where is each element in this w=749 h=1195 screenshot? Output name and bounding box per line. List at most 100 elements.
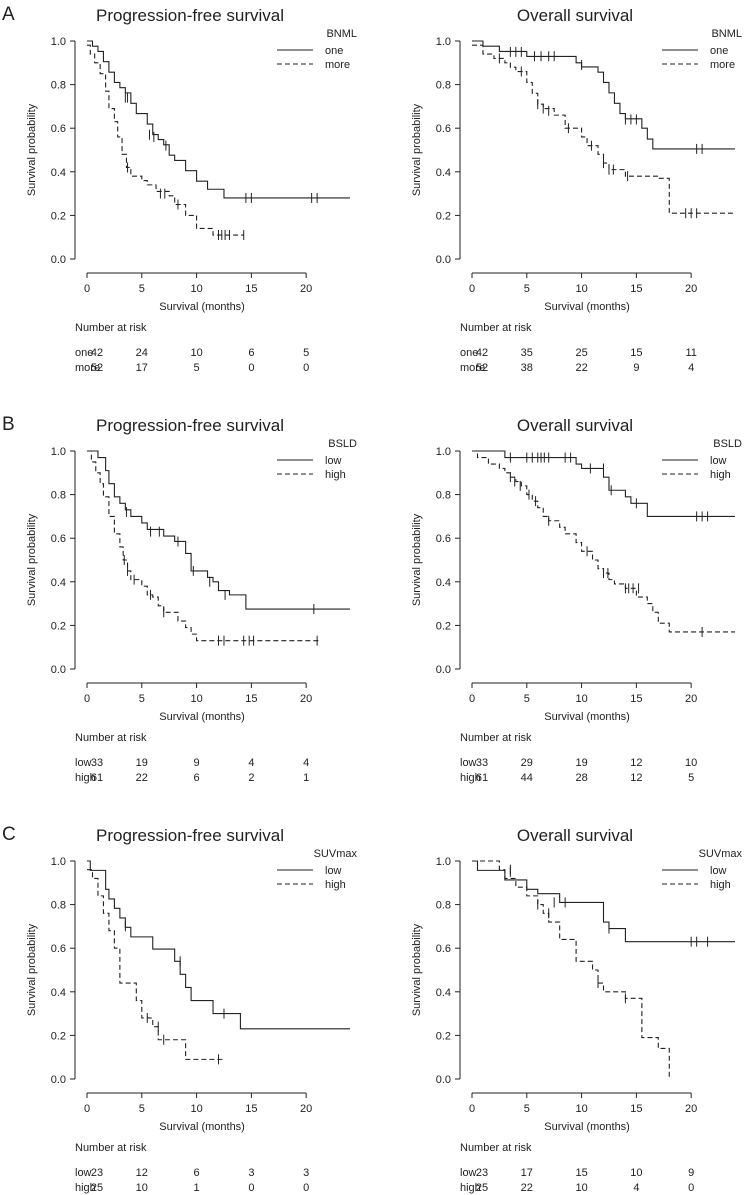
risk-count: 5 [688,772,694,784]
risk-count: 44 [521,772,533,784]
plot-title: Progression-free survival [96,416,284,435]
risk-count: 38 [521,362,533,374]
y-tick-label: 0.4 [436,167,451,179]
legend-title: BNML [711,28,742,40]
risk-count: 0 [688,1182,694,1194]
km-plot: Overall survival 0.0 0.2 0.4 0.6 0.8 1.0 Surviv… [411,6,742,374]
km-curve-more [87,44,244,236]
legend-label-high: high [325,469,346,481]
risk-row-label: high [460,1182,481,1194]
risk-count: 1 [194,1182,200,1194]
risk-count: 24 [136,347,148,359]
panel-letter: A [2,4,15,25]
risk-row-label: more [75,362,100,374]
y-tick-label: 0.4 [51,577,66,589]
risk-count: 10 [630,1167,642,1179]
x-tick-label: 20 [300,1103,312,1115]
risk-count: 29 [521,757,533,769]
x-tick-label: 10 [575,283,587,295]
x-tick-label: 15 [630,1103,642,1115]
risk-count: 3 [303,1167,309,1179]
km-curve-high [472,860,670,1079]
risk-count: 15 [575,1167,587,1179]
x-tick-label: 10 [190,283,202,295]
risk-count: 12 [630,757,642,769]
y-tick-label: 0.2 [51,620,66,632]
risk-count: 12 [630,772,642,784]
y-tick-label: 0.2 [51,1030,66,1042]
legend-label-more: more [710,59,735,71]
legend-label-high: high [710,469,731,481]
y-tick-label: 0.8 [436,490,451,502]
risk-count: 4 [248,757,254,769]
x-axis-label: Survival (months) [159,301,245,313]
risk-count: 6 [248,347,254,359]
km-curve-low [87,860,350,1030]
risk-count: 25 [476,1182,488,1194]
y-axis-label: Survival probability [411,923,423,1016]
y-axis-label: Survival probability [411,103,423,196]
y-tick-label: 0.2 [51,210,66,222]
risk-row-label: low [75,1167,92,1179]
km-curve-more [472,44,735,214]
risk-row-label: low [460,757,477,769]
y-tick-label: 0.2 [436,1030,451,1042]
y-tick-label: 0.6 [51,943,66,955]
x-tick-label: 20 [685,283,697,295]
risk-row-label: high [75,1182,96,1194]
risk-count: 22 [136,772,148,784]
y-tick-label: 0.6 [436,943,451,955]
risk-row-label: high [460,772,481,784]
risk-count: 6 [194,772,200,784]
y-tick-label: 1.0 [51,36,66,48]
km-plot: Progression-free survival 0.0 0.2 0.4 0.6 0.8… [26,6,357,374]
risk-table-header: Number at risk [460,322,532,334]
risk-count: 25 [91,1182,103,1194]
plot-title: Overall survival [517,416,633,435]
y-tick-label: 0.0 [51,664,66,676]
x-axis-label: Survival (months) [544,301,630,313]
x-axis-label: Survival (months) [544,1121,630,1133]
legend-label-one: one [710,45,728,57]
risk-count: 25 [575,347,587,359]
legend-label-high: high [710,879,731,891]
risk-count: 11 [685,347,696,359]
y-tick-label: 0.0 [51,254,66,266]
risk-count: 6 [194,1167,200,1179]
risk-count: 5 [303,347,309,359]
x-tick-label: 20 [300,693,312,705]
km-curve-low [87,450,350,610]
risk-count: 17 [136,362,148,374]
x-tick-label: 15 [630,283,642,295]
y-tick-label: 0.0 [436,254,451,266]
x-tick-label: 15 [245,1103,257,1115]
risk-row-label: high [75,772,96,784]
km-plot: Progression-free survival 0.0 0.2 0.4 0.6 0.8… [26,416,357,784]
panel-letter: C [2,824,16,845]
x-tick-label: 0 [469,283,475,295]
x-tick-label: 10 [575,693,587,705]
risk-count: 9 [194,757,200,769]
risk-row-label: one [75,347,93,359]
y-tick-label: 1.0 [436,856,451,868]
y-tick-label: 0.8 [51,80,66,92]
y-tick-label: 0.8 [51,490,66,502]
risk-count: 5 [194,362,200,374]
y-tick-label: 0.6 [436,123,451,135]
x-tick-label: 5 [139,283,145,295]
risk-count: 2 [248,772,254,784]
legend-label-low: low [710,455,727,467]
risk-count: 12 [136,1167,148,1179]
y-tick-label: 1.0 [51,446,66,458]
risk-count: 33 [476,757,488,769]
plot-title: Progression-free survival [96,6,284,25]
risk-count: 3 [248,1167,254,1179]
plot-title: Overall survival [517,6,633,25]
risk-table-header: Number at risk [460,1142,532,1154]
x-tick-label: 20 [685,1103,697,1115]
x-tick-label: 10 [190,693,202,705]
legend-label-high: high [325,879,346,891]
legend-label-more: more [325,59,350,71]
legend-title: BSLD [713,438,742,450]
risk-count: 35 [521,347,533,359]
